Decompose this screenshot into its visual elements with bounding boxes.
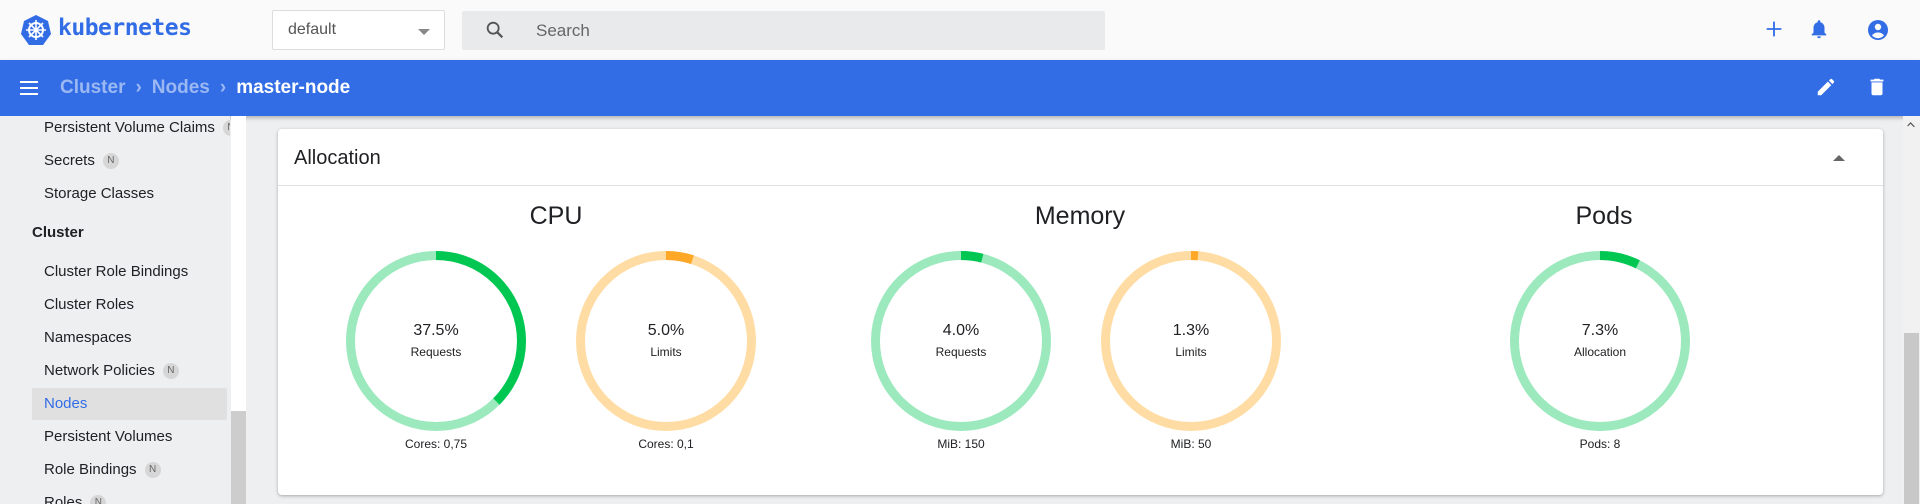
namespaced-badge: N: [162, 363, 179, 380]
sidebar-item[interactable]: Persistent Volumes: [32, 421, 227, 453]
breadcrumb-current: master-node: [236, 77, 351, 98]
scrollbar-thumb[interactable]: [231, 411, 246, 504]
donut-label: Limits: [650, 345, 682, 359]
donut-label: Limits: [1175, 345, 1207, 359]
bell-icon[interactable]: [1808, 18, 1830, 40]
chevron-down-icon: [418, 29, 430, 35]
donut-track: [1101, 251, 1281, 431]
sidebar-section-cluster: Cluster: [32, 224, 84, 241]
breadcrumb-separator: ›: [135, 77, 142, 98]
sidebar-item[interactable]: Persistent Volume Claims N: [32, 116, 230, 144]
sidebar-item-label: Cluster Role Bindings: [44, 263, 189, 280]
donut-label: Requests: [935, 345, 987, 359]
sidebar-item-label: Network Policies: [44, 362, 155, 379]
donut-footer: Cores: 0,75: [404, 437, 468, 451]
sidebar-item-label: Cluster Roles: [44, 296, 135, 313]
donut-arc: [1101, 251, 1281, 431]
donut-track: [871, 251, 1051, 431]
sidebar-item[interactable]: Cluster Roles: [32, 289, 227, 321]
breadcrumb-separator: ›: [219, 77, 227, 98]
donut-percent: 7.3%: [1581, 322, 1619, 339]
breadcrumb: Cluster › Nodes › master-node: [60, 77, 350, 99]
namespace-value: default: [288, 21, 337, 38]
search-placeholder: Search: [536, 21, 590, 40]
sidebar-item-label: Persistent Volumes: [44, 428, 173, 445]
scrollbar-thumb[interactable]: [1904, 333, 1919, 504]
divider: [278, 185, 1883, 186]
breadcrumb-nodes[interactable]: Nodes: [151, 77, 210, 98]
sidebar-item-label: Secrets: [44, 152, 95, 169]
donut-label: Allocation: [1573, 345, 1627, 359]
account-icon[interactable]: [1866, 18, 1890, 42]
donut-arc: [576, 251, 756, 431]
group-title: CPU: [529, 202, 583, 230]
collapse-caret-icon[interactable]: [1833, 155, 1845, 161]
sidebar-item-label: Role Bindings: [44, 461, 137, 478]
main-scrollbar[interactable]: [1903, 116, 1920, 504]
scroll-up-icon[interactable]: [1907, 122, 1915, 130]
donut-arc: [871, 251, 1051, 431]
namespaced-badge: N: [144, 462, 161, 479]
donut-percent: 5.0%: [647, 322, 685, 339]
plus-icon[interactable]: [1763, 18, 1785, 40]
top-bar: kubernetes default Search: [0, 0, 1920, 60]
donut-footer: Cores: 0,1: [638, 437, 694, 451]
sidebar-scrollbar[interactable]: [231, 116, 246, 504]
donut-arc: [1510, 251, 1690, 431]
donut-percent: 37.5%: [413, 322, 459, 339]
sidebar-item-label: Roles: [44, 494, 83, 504]
donut-chart: 7.3% Allocation: [1510, 251, 1690, 431]
donut-chart: 4.0% Requests: [871, 251, 1051, 431]
menu-icon[interactable]: [20, 80, 38, 96]
donut-footer: MiB: 50: [1170, 437, 1212, 451]
edit-icon[interactable]: [1815, 76, 1837, 98]
donut-label: Requests: [410, 345, 462, 359]
namespaced-badge: N: [90, 495, 107, 504]
namespaced-badge: N: [222, 120, 230, 137]
sidebar-item[interactable]: Cluster Role Bindings: [32, 256, 227, 288]
sidebar-item-label: Namespaces: [44, 329, 132, 346]
donut-track: [1510, 251, 1690, 431]
sidebar-item[interactable]: Storage Classes: [32, 178, 227, 210]
donut-chart: 1.3% Limits: [1101, 251, 1281, 431]
search-input[interactable]: Search: [462, 11, 1105, 50]
group-title: Memory: [1034, 202, 1126, 230]
donut-footer: Pods: 8: [1579, 437, 1621, 451]
namespaced-badge: N: [102, 153, 119, 170]
brand-name[interactable]: kubernetes: [58, 15, 192, 41]
donut-footer: MiB: 150: [937, 437, 985, 451]
sidebar: Persistent Volume Claims N Secrets N Storage…: [0, 116, 230, 504]
donut-arc: [346, 251, 526, 431]
donut-chart: 37.5% Requests: [346, 251, 526, 431]
sidebar-item[interactable]: Secrets N: [32, 145, 227, 177]
delete-icon[interactable]: [1866, 76, 1888, 98]
sidebar-item[interactable]: Namespaces: [32, 322, 227, 354]
sidebar-item-label: Storage Classes: [44, 185, 155, 202]
donut-chart: 5.0% Limits: [576, 251, 756, 431]
donut-track: [576, 251, 756, 431]
breadcrumb-cluster[interactable]: Cluster: [60, 77, 126, 98]
sidebar-item[interactable]: Network Policies N: [32, 355, 227, 387]
sidebar-item[interactable]: Role Bindings N: [32, 454, 227, 486]
sidebar-item[interactable]: Nodes: [32, 388, 227, 420]
group-title: Pods: [1575, 202, 1633, 230]
namespace-select[interactable]: default: [272, 10, 445, 50]
kubernetes-logo-icon[interactable]: [20, 14, 52, 46]
sidebar-item-label: Nodes: [44, 395, 88, 412]
allocation-card: Allocation CPU 37.5% Requests Cores: 0,75 5.…: [278, 129, 1883, 495]
search-icon: [486, 21, 504, 39]
donut-percent: 4.0%: [942, 322, 980, 339]
sidebar-item-label: Persistent Volume Claims: [44, 119, 215, 136]
donut-percent: 1.3%: [1172, 322, 1210, 339]
sidebar-item[interactable]: Roles N: [32, 487, 227, 504]
card-title: Allocation: [294, 147, 381, 169]
breadcrumb-bar: Cluster › Nodes › master-node: [0, 60, 1920, 116]
